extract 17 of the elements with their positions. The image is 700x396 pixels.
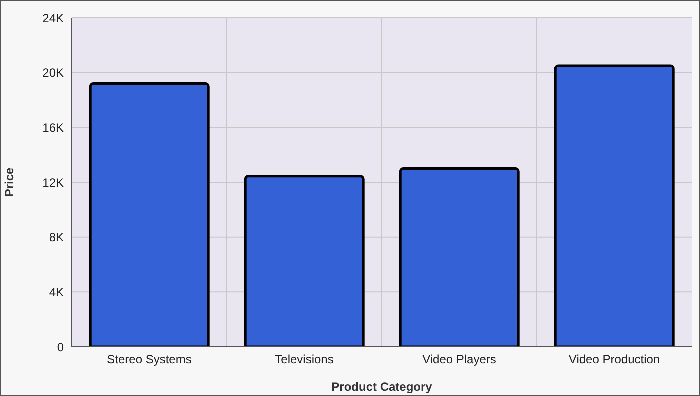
y-axis-title: Price — [2, 168, 16, 198]
x-tick-label: Televisions — [275, 352, 334, 367]
bar — [399, 168, 520, 347]
x-axis-title: Product Category — [332, 380, 433, 394]
bar — [89, 82, 210, 347]
y-tick-label: 24K — [42, 11, 64, 26]
x-tick-label: Video Players — [422, 352, 496, 367]
bar — [244, 175, 365, 347]
y-tick-label: 4K — [49, 285, 64, 300]
x-tick-label: Stereo Systems — [107, 352, 192, 367]
y-tick-label: 16K — [42, 120, 64, 135]
y-tick-label: 8K — [49, 230, 64, 245]
bar — [554, 64, 675, 347]
x-tick-label: Video Production — [568, 352, 660, 367]
y-tick-label: 20K — [42, 66, 64, 80]
y-tick-label: 12K — [42, 176, 64, 190]
y-tick-label: 0 — [57, 340, 64, 354]
